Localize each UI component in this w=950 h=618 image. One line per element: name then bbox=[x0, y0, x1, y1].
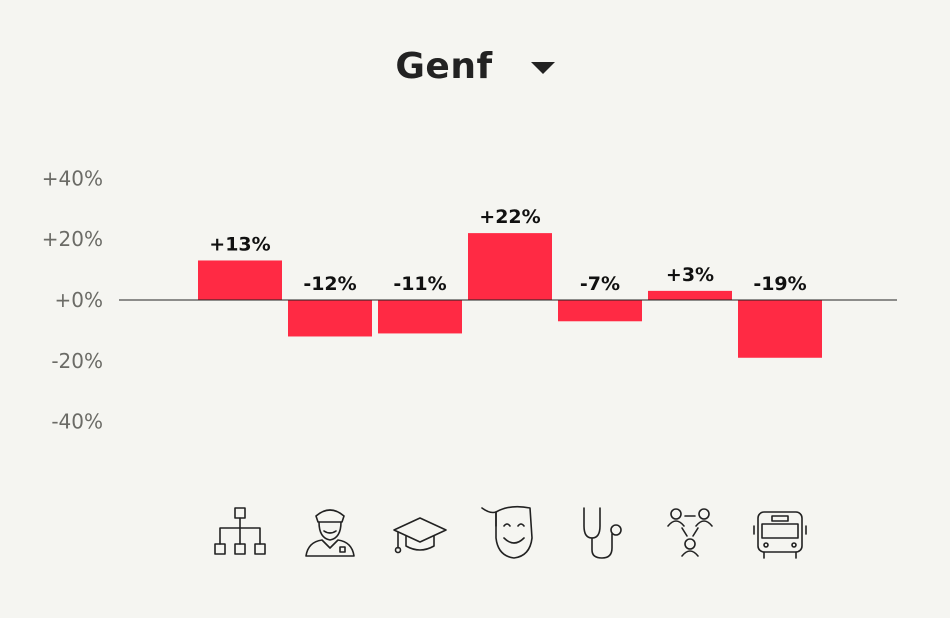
people-network-icon bbox=[667, 508, 713, 557]
bar-police[interactable] bbox=[288, 300, 372, 337]
bar-transport[interactable] bbox=[738, 300, 822, 358]
y-tick-label: +20% bbox=[42, 227, 103, 251]
bar-it[interactable] bbox=[198, 260, 282, 300]
data-label: -7% bbox=[580, 273, 620, 295]
bus-icon bbox=[753, 511, 807, 559]
theater-mask-icon bbox=[481, 505, 533, 559]
data-label: -11% bbox=[393, 273, 446, 295]
data-label: -19% bbox=[753, 273, 806, 295]
y-tick-label: -40% bbox=[51, 410, 103, 434]
bar-culture[interactable] bbox=[468, 233, 552, 300]
chevron-down-icon[interactable] bbox=[530, 62, 555, 74]
bar-health[interactable] bbox=[558, 300, 642, 322]
data-label: +13% bbox=[209, 233, 270, 255]
stethoscope-icon bbox=[583, 507, 622, 559]
graduation-cap-icon bbox=[393, 517, 447, 554]
y-tick-label: +40% bbox=[42, 166, 103, 190]
city-selector-value: Genf bbox=[395, 45, 493, 87]
y-tick-label: +0% bbox=[55, 288, 104, 312]
city-selector[interactable]: Genf bbox=[0, 38, 950, 94]
data-label: +22% bbox=[479, 206, 540, 228]
org-chart-icon bbox=[214, 507, 266, 555]
data-label: -12% bbox=[303, 273, 356, 295]
police-officer-icon bbox=[305, 509, 355, 557]
data-label: +3% bbox=[666, 264, 714, 286]
bar-education[interactable] bbox=[378, 300, 462, 334]
bar-social[interactable] bbox=[648, 290, 732, 300]
y-tick-label: -20% bbox=[51, 349, 103, 373]
